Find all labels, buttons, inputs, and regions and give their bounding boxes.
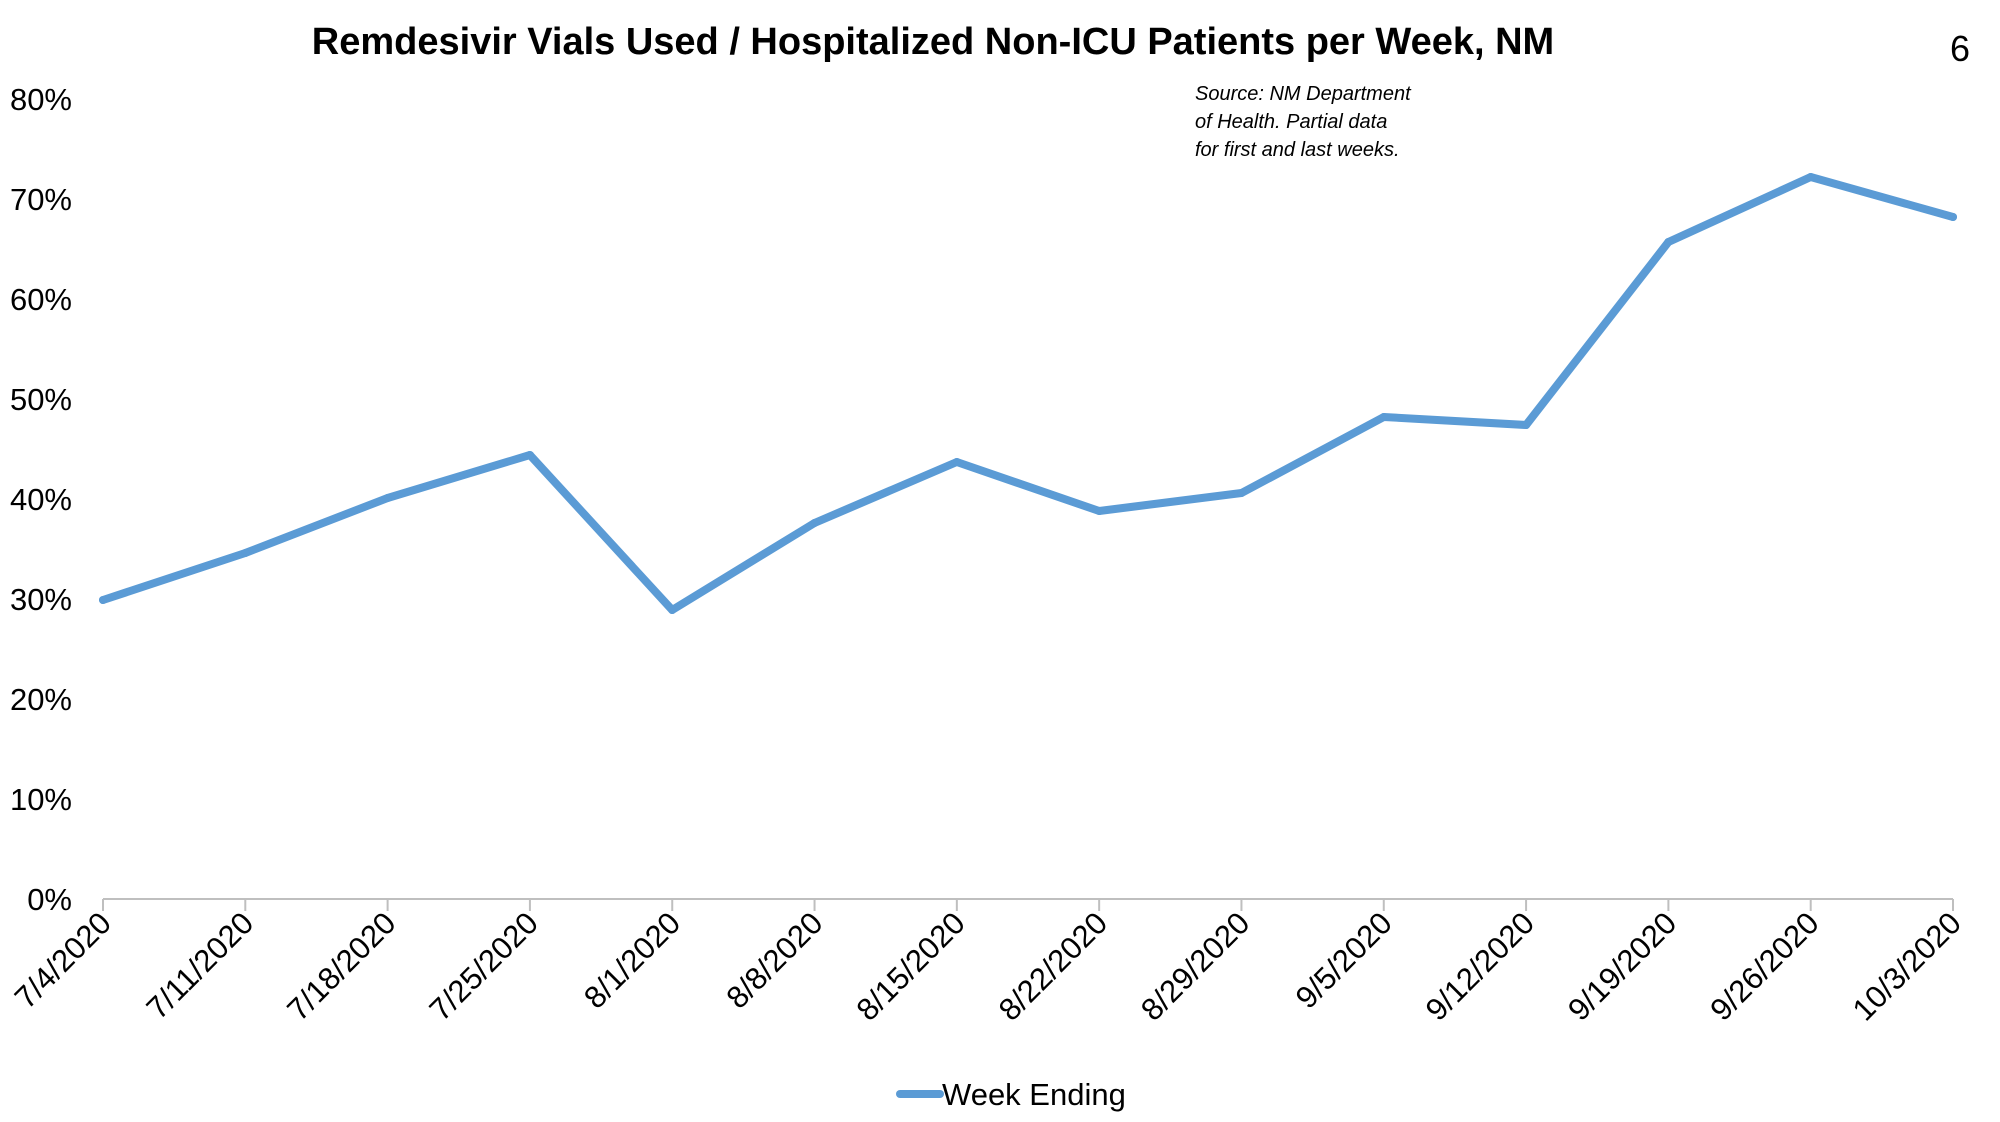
legend-label-week-ending: Week Ending <box>942 1077 1126 1112</box>
x-tick-label: 7/4/2020 <box>8 905 118 1015</box>
chart-title: Remdesivir Vials Used / Hospitalized Non… <box>312 21 1554 63</box>
source-note: Source: NM Department of Health. Partial… <box>1195 83 1412 161</box>
data-point <box>1095 507 1104 515</box>
data-point <box>525 451 534 459</box>
x-tick-label: 8/22/2020 <box>992 905 1114 1027</box>
x-axis: 7/4/2020 7/11/2020 7/18/2020 7/25/2020 8/1/2… <box>8 898 1968 1027</box>
x-tick-label: 9/26/2020 <box>1703 905 1825 1027</box>
x-tick-label: 8/29/2020 <box>1134 905 1256 1027</box>
data-point <box>1664 238 1673 246</box>
x-tick-label: 10/3/2020 <box>1846 905 1968 1027</box>
data-point <box>1379 413 1388 421</box>
page-number: 6 <box>1950 28 1970 69</box>
data-point <box>668 606 677 614</box>
source-note-line-1: Source: NM Department <box>1195 83 1412 105</box>
y-tick-label: 70% <box>10 182 72 217</box>
data-point <box>1949 213 1957 221</box>
series-layer <box>99 173 1957 614</box>
data-point <box>1806 173 1815 181</box>
y-tick-label: 80% <box>10 82 72 117</box>
source-note-line-2: of Health. Partial data <box>1195 111 1387 133</box>
x-tick-label: 7/18/2020 <box>280 905 402 1027</box>
x-tick-label: 8/1/2020 <box>577 905 687 1015</box>
x-tick-label: 7/25/2020 <box>423 905 545 1027</box>
y-tick-label: 0% <box>27 882 72 917</box>
y-tick-label: 30% <box>10 582 72 617</box>
y-tick-label: 10% <box>10 782 72 817</box>
x-tick-label: 9/5/2020 <box>1289 905 1399 1015</box>
y-tick-label: 60% <box>10 282 72 317</box>
x-tick-label: 9/12/2020 <box>1419 905 1541 1027</box>
y-tick-label: 50% <box>10 382 72 417</box>
data-point <box>1522 421 1531 429</box>
y-axis-tick-labels: 0% 10% 20% 30% 40% 50% 60% 70% 80% <box>10 82 72 917</box>
data-point <box>810 519 819 527</box>
data-point <box>383 494 392 502</box>
data-point <box>1237 489 1246 497</box>
legend: Week Ending <box>896 1077 1126 1112</box>
x-tick-label: 7/11/2020 <box>140 905 261 1026</box>
source-note-line-3: for first and last weeks. <box>1195 139 1400 161</box>
series-line-week-ending <box>99 173 1957 614</box>
y-tick-label: 40% <box>10 482 72 517</box>
y-tick-label: 20% <box>10 682 72 717</box>
x-tick-label: 8/8/2020 <box>719 905 829 1015</box>
data-point <box>241 549 250 557</box>
x-tick-label: 8/15/2020 <box>850 905 972 1027</box>
data-point <box>952 458 961 466</box>
data-point <box>99 596 107 604</box>
x-tick-label: 9/19/2020 <box>1561 905 1683 1027</box>
